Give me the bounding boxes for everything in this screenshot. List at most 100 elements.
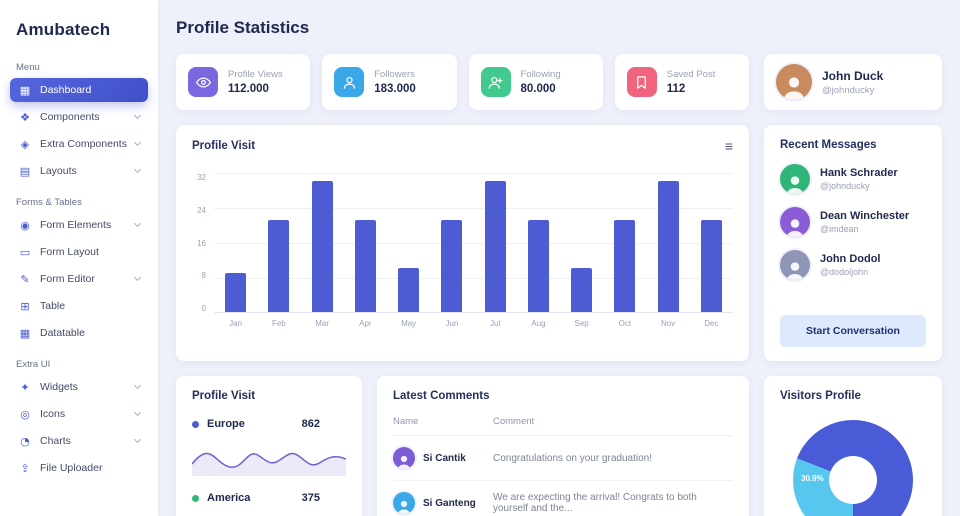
sidebar-item-file-uploader[interactable]: ⇪ File Uploader (10, 456, 148, 480)
stat-text: Saved Post 112 (667, 69, 716, 95)
stat-text: Followers 183.000 (374, 69, 416, 95)
donut-hole (829, 456, 877, 504)
chart-title: Profile Visit (192, 140, 256, 152)
y-axis: 32 24 16 8 0 (192, 173, 214, 313)
profile-visit-summary-title: Profile Visit (192, 390, 256, 402)
start-conversation-button[interactable]: Start Conversation (780, 315, 926, 347)
sidebar-item-label: Form Elements (40, 219, 112, 231)
sidebar-menu: Menu ▦ Dashboard ❖ Components ◈ Extra Componen… (0, 62, 158, 480)
avatar (780, 164, 810, 194)
chevron-down-icon (133, 219, 142, 228)
profile-card: John Duck @johnducky (764, 54, 942, 110)
region-stats: Europe 862 America 375 (191, 418, 347, 504)
sidebar-item-form-layout[interactable]: ▭ Form Layout (10, 240, 148, 264)
y-tick: 32 (197, 173, 206, 182)
region-america: America 375 (192, 492, 346, 504)
avatar (393, 492, 415, 514)
comment-row: Si Cantik Congratulations on your graduat… (393, 436, 733, 481)
sidebar-item-components[interactable]: ❖ Components (10, 105, 148, 129)
stat-card-following: Following 80.000 (468, 54, 603, 110)
sidebar-section-label: Forms & Tables (16, 197, 82, 208)
message-text: Hank Schrader @johnducky (820, 167, 898, 191)
sidebar-item-form-elements[interactable]: ◉ Form Elements (10, 213, 148, 237)
bar-mar (311, 181, 333, 312)
layouts-icon: ▤ (19, 164, 31, 178)
profile-name: John Duck (822, 68, 884, 83)
sidebar-item-widgets[interactable]: ✦ Widgets (10, 375, 148, 399)
sidebar-item-dashboard[interactable]: ▦ Dashboard (10, 78, 148, 102)
page-title: Profile Statistics (176, 18, 310, 37)
sidebar-item-table[interactable]: ⊞ Table (10, 294, 148, 318)
message-text: John Dodol @dodoljohn (820, 253, 881, 277)
chevron-down-icon (133, 273, 142, 282)
x-tick: Jun (445, 319, 459, 328)
plot-area: Jan Feb Mar Apr May Jun Jul Aug Sep Oct Nov Dec (214, 173, 733, 328)
sidebar-item-label: File Uploader (40, 462, 103, 474)
chevron-down-icon (133, 138, 142, 147)
chevron-down-icon (133, 165, 142, 174)
sidebar-item-label: Layouts (40, 165, 77, 177)
stat-label: Following (520, 69, 561, 80)
chevron-down-icon (133, 408, 142, 417)
sidebar-item-label: Widgets (40, 381, 78, 393)
message-name: Hank Schrader (820, 167, 898, 179)
components-icon: ❖ (20, 110, 30, 124)
sidebar-item-label: Form Editor (40, 273, 95, 285)
sidebar-section-label: Menu (16, 62, 40, 73)
bar-aug (527, 220, 549, 312)
region-name: America (207, 492, 251, 504)
sidebar-item-extra-components[interactable]: ◈ Extra Components (10, 132, 148, 156)
bars (214, 173, 733, 313)
sidebar-item-charts[interactable]: ◔ Charts (10, 429, 148, 453)
message-item-dean-winchester[interactable]: Dean Winchester @imdean (780, 207, 926, 237)
profile-info: John Duck @johnducky (822, 69, 883, 96)
profile-visit-summary-card: Profile Visit Europe 862 America 375 (176, 376, 362, 516)
sidebar-item-datatable[interactable]: ▦ Datatable (10, 321, 148, 345)
bar-sep (571, 268, 593, 312)
stat-value: 80.000 (520, 83, 556, 95)
user-plus-icon (480, 67, 511, 97)
form-layout-icon: ▭ (19, 245, 31, 259)
comment-author-name: Si Cantik (423, 452, 466, 464)
eye-icon (188, 67, 218, 97)
sidebar-item-label: Extra Components (40, 138, 127, 150)
sidebar-item-form-editor[interactable]: ✎ Form Editor (10, 267, 148, 291)
extra-components-icon: ◈ (20, 137, 30, 151)
avatar (780, 250, 810, 280)
sidebar-item-icons[interactable]: ◎ Icons (10, 402, 148, 426)
recent-messages-card: Recent Messages Hank Schrader @johnducky D… (764, 125, 942, 361)
profile-visit-chart-card: Profile Visit ≡ 32 24 16 8 0 Jan Feb Mar Apr May… (176, 125, 749, 361)
bar-nov (657, 181, 679, 312)
y-tick: 16 (197, 238, 206, 248)
sidebar-item-layouts[interactable]: ▤ Layouts (10, 159, 148, 183)
datatable-icon: ▦ (19, 326, 31, 340)
x-tick: Nov (661, 319, 676, 328)
legend-dot (192, 494, 199, 502)
dashboard-grid: Profile Views 112.000 Followers 183.000 Foll… (176, 54, 942, 516)
donut-slice-label: 30.9% (801, 474, 824, 483)
latest-comments-title: Latest Comments (393, 390, 490, 402)
x-tick: Dec (704, 319, 719, 328)
avatar (776, 64, 812, 100)
message-item-john-dodol[interactable]: John Dodol @dodoljohn (780, 250, 926, 280)
sidebar-section-label: Extra UI (16, 359, 51, 370)
stat-card-profile-views: Profile Views 112.000 (176, 54, 311, 110)
bar-oct (614, 220, 636, 312)
visitors-profile-card: Visitors Profile 30.9% (764, 376, 942, 516)
region-name: Europe (207, 418, 245, 430)
widgets-icon: ✦ (20, 380, 30, 394)
messages-list: Hank Schrader @johnducky Dean Winchester @i… (780, 151, 926, 280)
sidebar-item-label: Form Layout (40, 246, 99, 258)
chevron-down-icon (133, 381, 142, 390)
chart-menu-icon[interactable]: ≡ (724, 138, 733, 154)
stat-label: Followers (374, 69, 415, 80)
x-tick: May (401, 319, 417, 328)
sidebar-item-label: Dashboard (40, 84, 92, 96)
stat-label: Profile Views (228, 69, 283, 80)
stat-value: 183.000 (374, 83, 416, 95)
column-header-name: Name (393, 416, 419, 427)
message-item-hank-schrader[interactable]: Hank Schrader @johnducky (780, 164, 926, 194)
main-content: Profile Statistics Profile Views 112.000 F… (158, 0, 960, 516)
bar-jul (484, 181, 506, 312)
x-tick: Sep (574, 319, 589, 328)
